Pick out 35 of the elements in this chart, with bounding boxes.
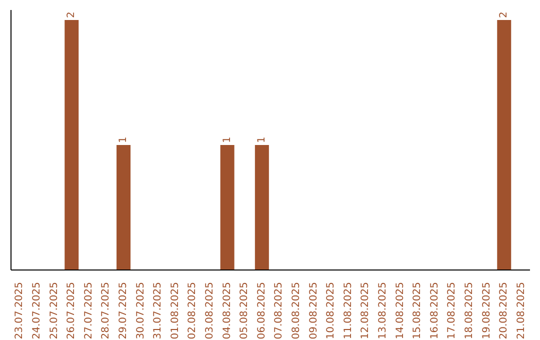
x-tick-label: 14.08.2025 [394,282,406,340]
x-tick-label: 19.08.2025 [481,282,492,340]
x-tick-label: 02.08.2025 [187,282,198,340]
data-label: 1 [256,136,268,143]
x-tick-label: 18.08.2025 [464,282,475,340]
x-tick-label: 13.08.2025 [377,282,388,340]
x-tick-label: 10.08.2025 [326,282,337,340]
x-tick-label: 06.08.2025 [256,282,268,340]
x-tick-label: 28.07.2025 [100,282,112,340]
x-tick-label: 08.08.2025 [290,282,302,340]
x-tick-label: 21.08.2025 [516,282,527,340]
x-tick-label: 07.08.2025 [274,282,285,340]
x-tick-label: 05.08.2025 [239,282,250,340]
x-tick-label: 27.07.2025 [83,282,94,340]
x-tick-label: 23.07.2025 [14,282,26,340]
x-tick-label: 20.08.2025 [498,282,510,340]
x-tick-label: 11.08.2025 [342,282,354,340]
data-label: 2 [498,12,510,18]
data-label: 2 [66,12,78,18]
x-tick-label: 16.08.2025 [429,282,440,340]
x-tick-label: 25.07.2025 [48,282,60,340]
x-tick-label: 24.07.2025 [31,282,42,340]
data-label: 1 [222,136,233,143]
x-tick-label: 09.08.2025 [308,282,320,340]
x-tick-label: 26.07.2025 [66,282,78,340]
x-tick-label: 12.08.2025 [360,282,372,340]
x-tick-label: 03.08.2025 [204,282,216,340]
data-label: 1 [118,136,130,143]
x-tick-label: 31.07.2025 [152,282,164,340]
x-tick-label: 01.08.2025 [170,282,181,340]
x-tick-label: 30.07.2025 [135,282,146,340]
x-tick-label: 17.08.2025 [446,282,458,340]
x-tick-label: 29.07.2025 [118,282,129,340]
x-tick-label: 15.08.2025 [412,282,424,340]
x-tick-label: 04.08.2025 [222,282,233,340]
